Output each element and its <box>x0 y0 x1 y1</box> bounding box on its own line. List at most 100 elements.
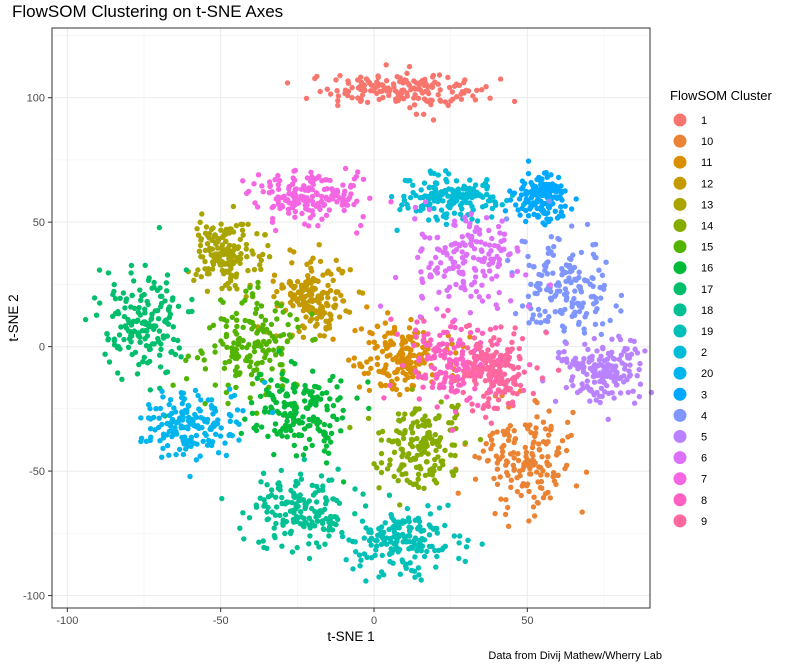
data-point <box>547 282 554 288</box>
data-point <box>253 427 260 434</box>
data-point <box>395 441 402 447</box>
data-point <box>377 303 384 309</box>
data-point <box>306 416 312 423</box>
data-point <box>576 283 582 290</box>
data-point <box>401 193 407 199</box>
data-point <box>96 267 103 273</box>
data-point <box>459 234 465 240</box>
data-point <box>624 346 630 352</box>
data-point <box>222 360 228 366</box>
data-point <box>547 295 554 301</box>
data-point <box>545 489 551 496</box>
data-point <box>572 312 578 318</box>
data-point <box>468 211 474 217</box>
data-point <box>275 194 281 200</box>
data-point <box>472 274 479 280</box>
data-point <box>382 365 388 371</box>
data-point <box>240 221 246 228</box>
data-point <box>364 359 370 365</box>
data-point <box>472 228 478 234</box>
data-point <box>619 360 625 366</box>
data-point <box>397 206 403 213</box>
data-point <box>256 539 262 545</box>
data-point <box>410 189 416 196</box>
data-point <box>181 441 187 447</box>
data-point <box>519 335 526 342</box>
data-point <box>383 62 389 68</box>
data-point <box>265 494 272 500</box>
data-point <box>599 321 606 327</box>
data-point <box>355 169 361 175</box>
legend-label: 10 <box>701 136 713 148</box>
data-point <box>548 234 554 240</box>
data-point <box>559 358 565 364</box>
cluster-series-7 <box>240 165 394 236</box>
data-point <box>257 393 264 399</box>
data-point <box>471 246 478 252</box>
data-point <box>544 287 550 293</box>
data-point <box>488 338 494 344</box>
data-point <box>484 191 490 198</box>
data-point <box>505 523 512 529</box>
data-point <box>484 186 490 192</box>
data-point <box>505 400 512 407</box>
data-point <box>520 481 526 487</box>
data-point <box>469 401 475 407</box>
data-point <box>519 303 526 309</box>
data-point <box>378 437 385 443</box>
data-point <box>162 318 168 325</box>
data-point <box>136 361 142 368</box>
data-point <box>428 524 434 530</box>
data-point <box>534 414 540 420</box>
data-point <box>432 456 438 463</box>
data-point <box>381 529 387 535</box>
legend-key-12 <box>673 176 687 190</box>
data-point <box>456 555 462 562</box>
data-point <box>330 336 336 342</box>
data-point <box>611 395 617 401</box>
data-point <box>498 324 504 330</box>
data-point <box>316 242 322 248</box>
data-point <box>575 363 581 369</box>
data-point <box>548 288 554 295</box>
data-point <box>194 441 200 447</box>
data-point <box>382 520 388 526</box>
data-point <box>468 349 474 356</box>
data-point <box>309 311 315 317</box>
data-point <box>467 310 474 316</box>
data-point <box>373 547 379 553</box>
data-point <box>486 242 493 248</box>
legend-label: 6 <box>701 453 707 465</box>
data-point <box>398 95 404 101</box>
data-point <box>385 330 391 336</box>
data-point <box>518 192 525 198</box>
data-point <box>115 308 121 315</box>
data-point <box>147 426 154 432</box>
data-point <box>436 289 442 295</box>
data-point <box>334 199 340 205</box>
data-point <box>313 190 320 196</box>
data-point <box>429 82 435 88</box>
data-point <box>482 241 488 247</box>
data-point <box>434 306 440 312</box>
data-point <box>526 320 532 326</box>
data-point <box>190 418 196 424</box>
cluster-series-3 <box>502 158 579 228</box>
legend-label: 17 <box>701 284 713 296</box>
data-point <box>151 279 157 286</box>
data-point <box>209 439 215 446</box>
data-point <box>330 277 336 283</box>
data-point <box>300 301 306 307</box>
data-point <box>299 288 306 294</box>
data-point <box>247 284 253 291</box>
data-point <box>159 421 165 428</box>
data-point <box>459 356 466 362</box>
data-point <box>429 74 436 80</box>
data-point <box>451 210 458 216</box>
y-tick-label: -50 <box>29 466 45 478</box>
data-point <box>510 462 516 468</box>
data-point <box>368 88 374 94</box>
legend-key-16 <box>673 261 687 275</box>
data-point <box>129 333 135 339</box>
data-point <box>244 357 250 364</box>
